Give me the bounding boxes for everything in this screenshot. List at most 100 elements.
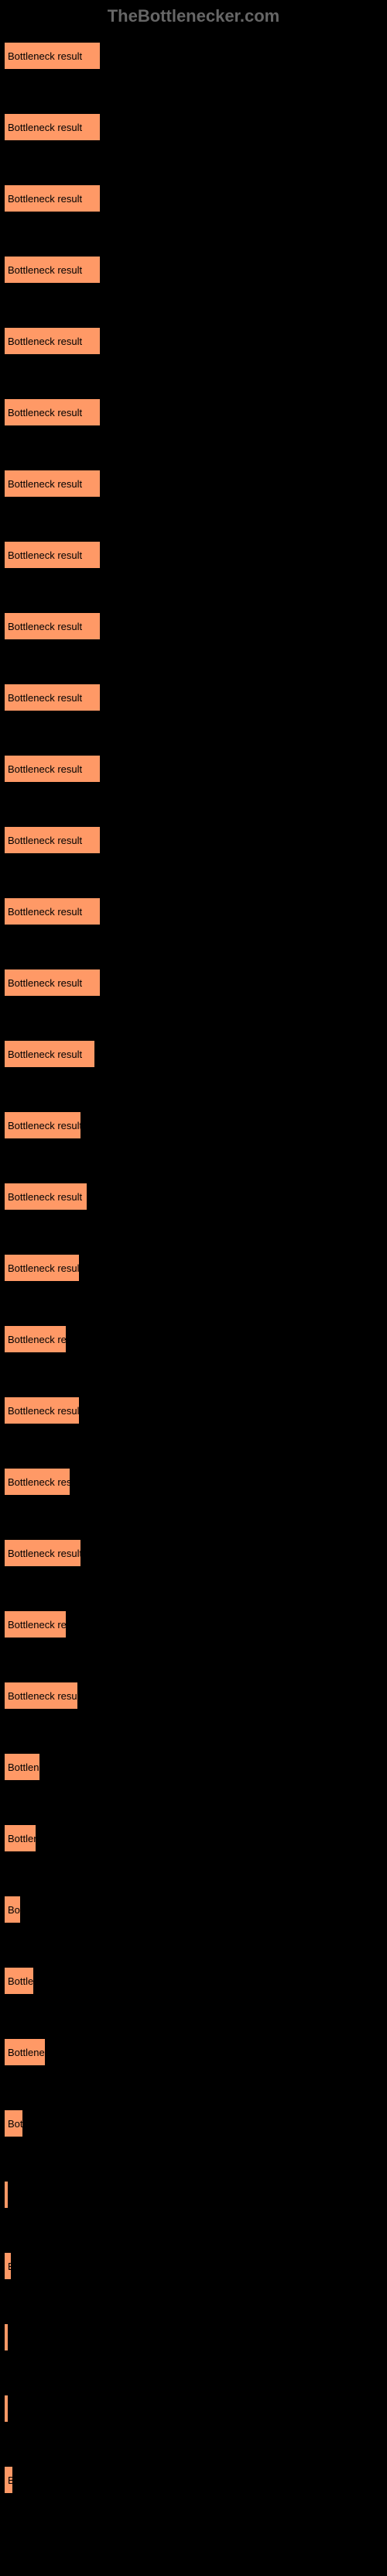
chart-bar: Bottleneck result	[4, 1111, 81, 1139]
chart-bar: Bottleneck result	[4, 2181, 9, 2209]
bar-label: Bottleneck result	[8, 2474, 13, 2486]
bar-label: Bottleneck result	[8, 2189, 9, 2201]
chart-bar: Bottleneck result	[4, 2395, 9, 2423]
chart-bar: Bottleneck result	[4, 1824, 36, 1852]
bar-row: Bottleneck result	[4, 42, 383, 70]
bar-row: Bottleneck result	[4, 1682, 383, 1710]
chart-bar: Bottleneck result	[4, 612, 101, 640]
bar-label: Bottleneck result	[8, 1548, 81, 1559]
chart-bar: Bottleneck result	[4, 2252, 12, 2280]
bar-label: Bottleneck result	[8, 977, 82, 989]
bar-row: Bottleneck result	[4, 2323, 383, 2351]
bar-label: Bottleneck result	[8, 1762, 40, 1773]
bar-row: Bottleneck result	[4, 398, 383, 426]
chart-bar: Bottleneck result	[4, 897, 101, 925]
bar-row: Bottleneck result	[4, 684, 383, 711]
chart-bar: Bottleneck result	[4, 1254, 80, 1282]
bar-label: Bottleneck result	[8, 1405, 80, 1417]
bar-label: Bottleneck result	[8, 1334, 67, 1345]
chart-bar: Bottleneck result	[4, 327, 101, 355]
chart-bar: Bottleneck result	[4, 256, 101, 284]
bar-label: Bottleneck result	[8, 1833, 36, 1844]
chart-bar: Bottleneck result	[4, 470, 101, 498]
bar-row: Bottleneck result	[4, 470, 383, 498]
bar-row: Bottleneck result	[4, 256, 383, 284]
chart-bar: Bottleneck result	[4, 1753, 40, 1781]
bar-label: Bottleneck result	[8, 2047, 46, 2058]
chart-bar: Bottleneck result	[4, 2323, 9, 2351]
bar-row: Bottleneck result	[4, 327, 383, 355]
bar-label: Bottleneck result	[8, 835, 82, 846]
chart-bar: Bottleneck result	[4, 1967, 34, 1995]
bar-row: Bottleneck result	[4, 113, 383, 141]
bar-label: Bottleneck result	[8, 763, 82, 775]
chart-bar: Bottleneck result	[4, 1468, 70, 1496]
chart-bar: Bottleneck result	[4, 1682, 78, 1710]
bar-row: Bottleneck result	[4, 1468, 383, 1496]
chart-bar: Bottleneck result	[4, 2109, 23, 2137]
bar-label: Bottleneck result	[8, 549, 82, 561]
bar-label: Bottleneck result	[8, 2403, 9, 2415]
chart-bar: Bottleneck result	[4, 113, 101, 141]
bar-row: Bottleneck result	[4, 541, 383, 569]
bar-row: Bottleneck result	[4, 1896, 383, 1923]
chart-bar: Bottleneck result	[4, 1896, 21, 1923]
bar-row: Bottleneck result	[4, 1539, 383, 1567]
chart-bar: Bottleneck result	[4, 398, 101, 426]
bar-label: Bottleneck result	[8, 193, 82, 205]
chart-bar: Bottleneck result	[4, 969, 101, 997]
chart-bar: Bottleneck result	[4, 755, 101, 783]
bar-row: Bottleneck result	[4, 2395, 383, 2423]
bar-label: Bottleneck result	[8, 692, 82, 704]
chart-bar: Bottleneck result	[4, 541, 101, 569]
chart-bar: Bottleneck result	[4, 2038, 46, 2066]
bar-label: Bottleneck result	[8, 122, 82, 133]
bar-row: Bottleneck result	[4, 755, 383, 783]
chart-bar: Bottleneck result	[4, 1325, 67, 1353]
bar-label: Bottleneck result	[8, 478, 82, 490]
bar-row: Bottleneck result	[4, 1610, 383, 1638]
bar-label: Bottleneck result	[8, 2118, 23, 2130]
bar-label: Bottleneck result	[8, 906, 82, 918]
chart-bar: Bottleneck result	[4, 1610, 67, 1638]
bar-row: Bottleneck result	[4, 2466, 383, 2494]
bar-row: Bottleneck result	[4, 1183, 383, 1211]
chart-bar: Bottleneck result	[4, 1396, 80, 1424]
bar-row: Bottleneck result	[4, 2109, 383, 2137]
bar-label: Bottleneck result	[8, 264, 82, 276]
bar-label: Bottleneck result	[8, 621, 82, 632]
bar-row: Bottleneck result	[4, 2038, 383, 2066]
bar-row: Bottleneck result	[4, 2252, 383, 2280]
bar-row: Bottleneck result	[4, 2181, 383, 2209]
bar-label: Bottleneck result	[8, 2261, 12, 2272]
bar-label: Bottleneck result	[8, 1191, 82, 1203]
chart-bar: Bottleneck result	[4, 1539, 81, 1567]
chart-bar: Bottleneck result	[4, 826, 101, 854]
chart-bar: Bottleneck result	[4, 684, 101, 711]
bar-label: Bottleneck result	[8, 407, 82, 418]
bar-row: Bottleneck result	[4, 897, 383, 925]
bar-label: Bottleneck result	[8, 2332, 9, 2344]
chart-bar: Bottleneck result	[4, 184, 101, 212]
bar-row: Bottleneck result	[4, 1753, 383, 1781]
bar-row: Bottleneck result	[4, 1111, 383, 1139]
bar-row: Bottleneck result	[4, 1254, 383, 1282]
bar-label: Bottleneck result	[8, 1975, 34, 1987]
bar-row: Bottleneck result	[4, 1040, 383, 1068]
bar-row: Bottleneck result	[4, 1325, 383, 1353]
chart-bar: Bottleneck result	[4, 2466, 13, 2494]
bar-label: Bottleneck result	[8, 1904, 21, 1916]
watermark-text: TheBottlenecker.com	[0, 0, 387, 42]
bar-label: Bottleneck result	[8, 1120, 81, 1131]
bar-row: Bottleneck result	[4, 184, 383, 212]
bar-label: Bottleneck result	[8, 1262, 80, 1274]
bar-row: Bottleneck result	[4, 612, 383, 640]
chart-bar: Bottleneck result	[4, 42, 101, 70]
bar-label: Bottleneck result	[8, 50, 82, 62]
bar-label: Bottleneck result	[8, 1619, 67, 1631]
bar-row: Bottleneck result	[4, 1396, 383, 1424]
bar-label: Bottleneck result	[8, 1049, 82, 1060]
bar-label: Bottleneck result	[8, 1476, 70, 1488]
bar-chart: Bottleneck result Bottleneck result Bottle…	[0, 42, 387, 2576]
bar-label: Bottleneck result	[8, 336, 82, 347]
